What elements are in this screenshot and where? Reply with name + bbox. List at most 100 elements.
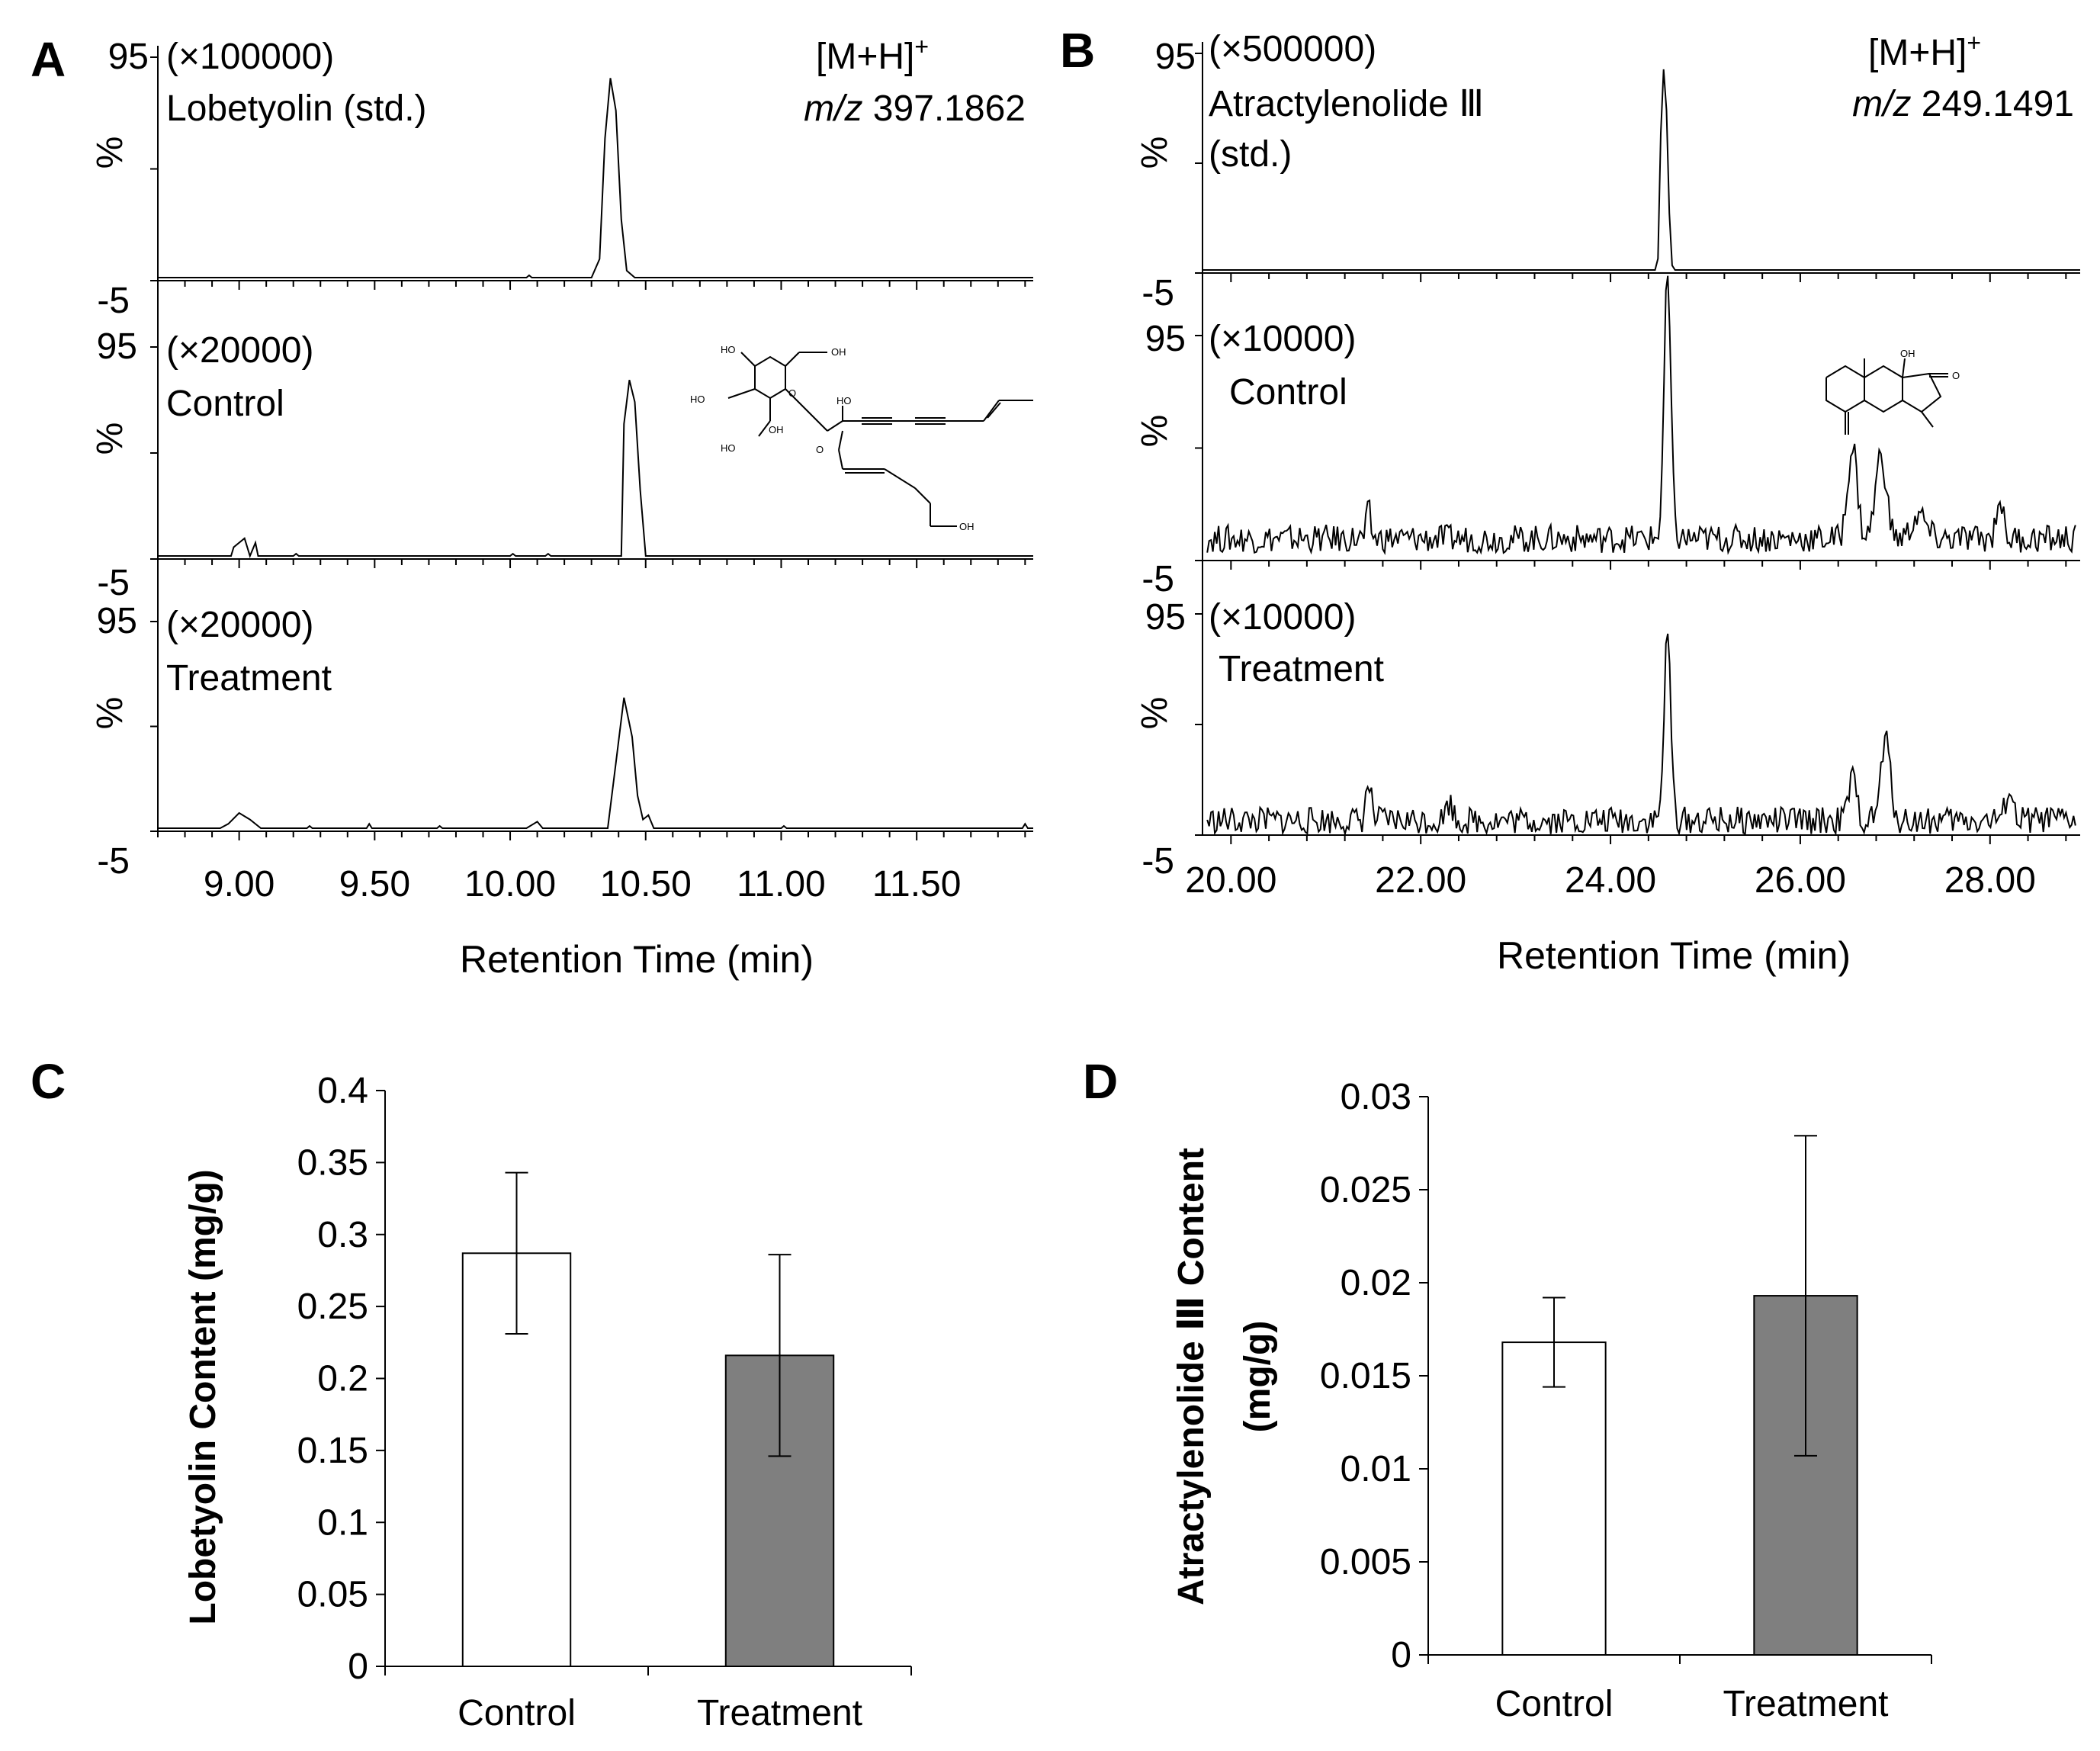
xtick-label-b-3: 26.00 [1755, 860, 1846, 901]
c-ylabel: Lobetyolin Content (mg/g) [183, 1169, 223, 1624]
category-label-d-control: Control [1495, 1684, 1614, 1724]
a3-ylabel: % [90, 697, 130, 730]
b1-trace-label-line2: (std.) [1209, 134, 1292, 175]
xtick-label-b-2: 24.00 [1565, 860, 1656, 901]
panel-a-axes [150, 46, 1033, 840]
a1-ymax: 95 [108, 37, 149, 77]
b1-ymin: -5 [1142, 273, 1174, 313]
panel-b-axes [1195, 42, 2080, 844]
b2-ylabel: % [1135, 415, 1175, 448]
a1-ylabel: % [90, 137, 130, 169]
ytick-label-c-7: 0.35 [297, 1142, 368, 1183]
d-ylabel-line2: (mg/g) [1238, 1321, 1278, 1433]
b-xlabel: Retention Time (min) [1497, 934, 1851, 977]
ytick-label-d-4: 0.02 [1341, 1263, 1411, 1303]
xtick-label-a-4: 11.00 [737, 864, 826, 904]
ytick-label-c-8: 0.4 [317, 1071, 368, 1111]
d-ylabel: Atractylenolide Ⅲ Content [1171, 1148, 1212, 1605]
panel-a-traces [158, 78, 1033, 829]
b2-ymax: 95 [1145, 319, 1186, 359]
b2-ymin: -5 [1142, 559, 1174, 599]
ytick-label-c-6: 0.3 [317, 1215, 368, 1255]
b1-ymax: 95 [1155, 37, 1196, 77]
atractylenolide-structure [1825, 358, 1948, 435]
a-ion-label: [M+H]+ [816, 33, 929, 77]
b3-trace-label: Treatment [1219, 649, 1384, 689]
ytick-label-d-0: 0 [1391, 1635, 1411, 1675]
b1-trace-label: Atractylenolide Ⅲ [1209, 84, 1484, 124]
struct-a-label-ho-3: HO [721, 442, 736, 454]
a-xlabel: Retention Time (min) [460, 938, 814, 981]
xtick-label-a-5: 11.50 [872, 864, 962, 904]
b2-scale: (×10000) [1209, 319, 1356, 359]
a2-ymax: 95 [97, 326, 137, 367]
ytick-label-c-4: 0.2 [317, 1359, 368, 1399]
xtick-label-b-0: 20.00 [1185, 860, 1276, 901]
panel-d: D Atractylenolide Ⅲ Content (mg/g) 0 0.00… [1083, 1054, 1932, 1724]
b1-scale: (×500000) [1209, 29, 1376, 69]
panel-b-xtick-labels: 20.00 22.00 24.00 26.00 28.00 [1185, 860, 2036, 901]
panel-d-plot: 0 0.005 0.01 0.015 0.02 0.025 0.03 Control Treat… [1320, 1077, 1932, 1724]
panel-a-xtick-labels: 9.00 9.50 10.00 10.50 11.00 11.50 [204, 864, 962, 904]
panel-letter-c: C [31, 1054, 66, 1109]
struct-a-label-ho-1: HO [721, 344, 736, 355]
ytick-label-c-5: 0.25 [297, 1287, 368, 1327]
struct-a-label-o-2: O [816, 444, 824, 455]
a3-ymax: 95 [97, 601, 137, 641]
b3-ylabel: % [1135, 697, 1175, 730]
b3-ymin: -5 [1142, 841, 1174, 882]
b3-scale: (×10000) [1209, 597, 1356, 638]
b1-ylabel: % [1135, 137, 1175, 169]
a-mz: m/z 397.1862 [804, 88, 1026, 129]
a3-scale: (×20000) [166, 605, 313, 645]
b-ion-charge: + [1967, 29, 1981, 56]
panel-a-ticks [150, 56, 1026, 840]
xtick-label-b-1: 22.00 [1375, 860, 1466, 901]
lobetyolin-structure-labels: HO OH HO O HO O OH HO OH [690, 344, 975, 532]
panel-a: A 95 % -5 (×100000) Lobetyolin (std.) [M… [31, 32, 1033, 981]
trace-a-3 [158, 697, 1033, 829]
panel-letter-b: B [1060, 23, 1095, 78]
lobetyolin-structure [727, 352, 1033, 527]
category-label-c-control: Control [458, 1693, 576, 1733]
a2-ylabel: % [90, 422, 130, 455]
ytick-label-d-1: 0.005 [1320, 1542, 1411, 1582]
panel-b: B 95 % -5 (×500000) Atractylenolide Ⅲ (s… [1060, 23, 2080, 977]
b3-ymax: 95 [1145, 597, 1186, 638]
a2-scale: (×20000) [166, 330, 313, 371]
xtick-label-b-4: 28.00 [1944, 860, 2036, 901]
a2-trace-label: Control [166, 384, 284, 424]
b-mz: m/z 249.1491 [1852, 84, 2074, 124]
struct-a-label-ho-2: HO [690, 394, 705, 405]
trace-a-1 [158, 78, 1033, 278]
category-label-c-treatment: Treatment [697, 1693, 862, 1733]
struct-a-label-oh-1: OH [831, 346, 846, 358]
struct-a-label-oh-3: OH [769, 424, 784, 435]
a3-ymin: -5 [97, 841, 130, 882]
a1-trace-label: Lobetyolin (std.) [166, 88, 427, 129]
struct-b-label-o: O [1952, 370, 1960, 381]
trace-b-2 [1206, 275, 2076, 555]
panel-letter-a: A [31, 32, 66, 87]
trace-a-2 [158, 380, 1033, 558]
ytick-label-d-3: 0.015 [1320, 1356, 1411, 1396]
ytick-label-c-2: 0.1 [317, 1502, 368, 1543]
xtick-label-a-3: 10.50 [600, 864, 692, 904]
panel-c: C Lobetyolin Content (mg/g) 0 0.05 0.1 0.15… [31, 1054, 912, 1733]
a1-scale: (×100000) [166, 37, 334, 77]
ytick-label-c-0: 0 [348, 1647, 368, 1687]
struct-a-label-o-1: O [788, 387, 796, 399]
xtick-label-a-2: 10.00 [464, 864, 556, 904]
struct-a-label-ho-4: HO [836, 395, 852, 406]
struct-b-label-oh: OH [1900, 348, 1915, 359]
panel-b-ticks [1195, 53, 2067, 844]
struct-a-label-oh-2: OH [959, 521, 975, 532]
ytick-label-d-5: 0.025 [1320, 1170, 1411, 1210]
ytick-label-c-3: 0.15 [297, 1431, 368, 1471]
bar-d-control [1501, 1341, 1607, 1656]
trace-b-1 [1203, 69, 2080, 271]
a2-ymin: -5 [97, 563, 130, 603]
category-label-d-treatment: Treatment [1723, 1684, 1889, 1724]
atractylenolide-structure-labels: OH O [1900, 348, 1960, 381]
